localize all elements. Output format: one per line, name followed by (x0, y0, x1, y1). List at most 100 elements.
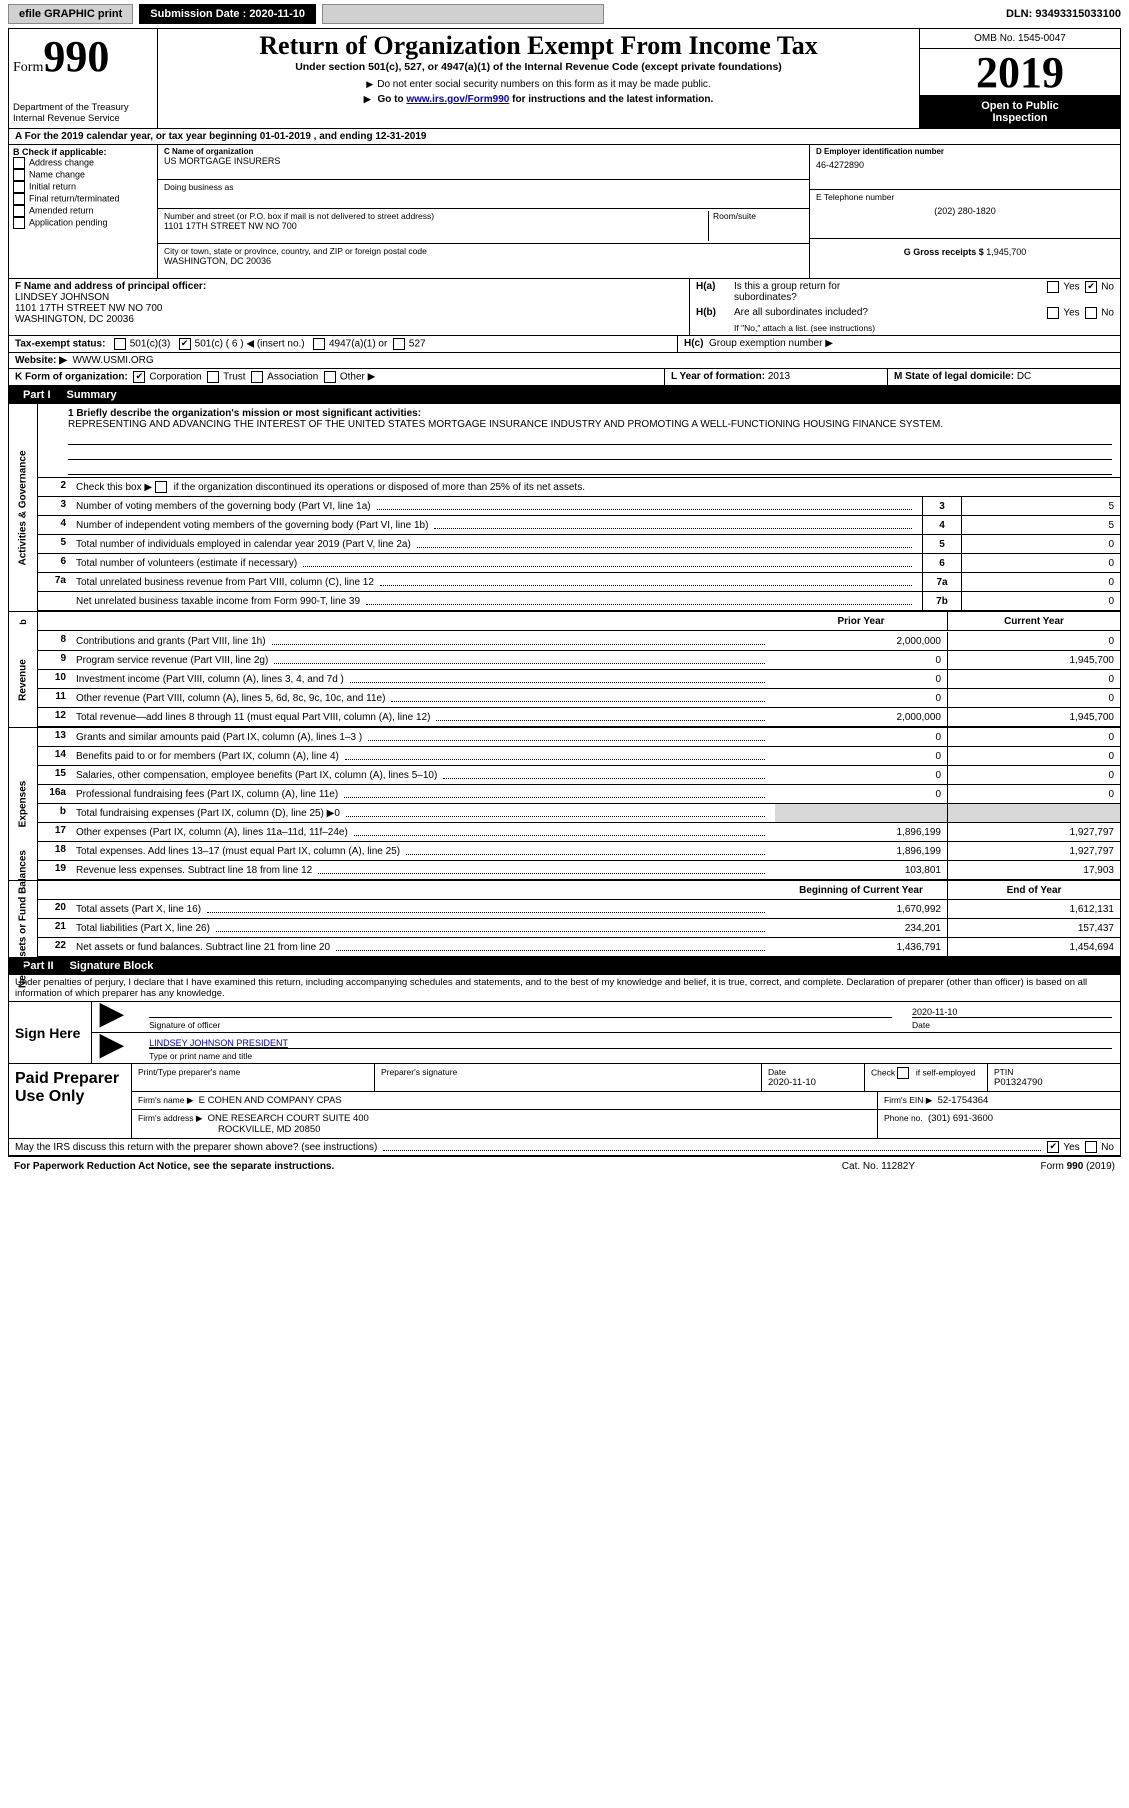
row-num: 6 (38, 554, 72, 572)
row-FH: F Name and address of principal officer:… (9, 279, 1120, 336)
preparer-heading: Paid Preparer Use Only (9, 1064, 132, 1138)
submission-date-label: Submission Date : 2020-11-10 (139, 4, 316, 24)
efile-graphic-label: efile GRAPHIC print (8, 4, 133, 24)
chk-Ha-yes[interactable] (1047, 281, 1059, 293)
summary-row: 22Net assets or fund balances. Subtract … (38, 938, 1120, 957)
form-number-cell: Form990 Department of the Treasury Inter… (9, 29, 158, 128)
row-value: 5 (962, 497, 1120, 515)
Ha-yes: Yes (1063, 282, 1079, 293)
chk-name-change[interactable] (13, 169, 25, 181)
row-num: 9 (38, 651, 72, 669)
summary-row: 10Investment income (Part VIII, column (… (38, 670, 1120, 689)
opt-address-change: Address change (29, 157, 94, 167)
current-year-value: 0 (947, 670, 1120, 688)
sign-here-block: Sign Here ▶ Signature of officer 2020-11… (9, 1002, 1120, 1064)
chk-Hb-no[interactable] (1085, 307, 1097, 319)
Hb-text: Are all subordinates included? (734, 307, 1047, 319)
form-subtitle: Under section 501(c), 527, or 4947(a)(1)… (164, 61, 913, 73)
row-value: 0 (962, 535, 1120, 553)
end-year-head: End of Year (947, 881, 1120, 899)
row-num (38, 592, 72, 610)
row-text: Total unrelated business revenue from Pa… (72, 573, 922, 591)
chk-Ha-no[interactable] (1085, 281, 1097, 293)
chk-self-employed[interactable] (897, 1067, 909, 1079)
prior-year-value: 1,670,992 (775, 900, 947, 918)
L-label: L Year of formation: (671, 371, 765, 382)
chk-discontinued[interactable] (155, 481, 167, 493)
opt-other: Other ▶ (340, 372, 375, 383)
current-year-value: 0 (947, 632, 1120, 650)
activities-block: Activities & Governance 1 Briefly descri… (9, 404, 1120, 611)
mission-block: 1 Briefly describe the organization's mi… (38, 404, 1120, 477)
chk-initial-return[interactable] (13, 181, 25, 193)
chk-address-change[interactable] (13, 157, 25, 169)
current-year-head: Current Year (947, 612, 1120, 630)
right-header-cell: OMB No. 1545-0047 2019 Open to Public In… (920, 29, 1120, 128)
row-value: 0 (962, 554, 1120, 572)
summary-row: 14Benefits paid to or for members (Part … (38, 747, 1120, 766)
firm-addr1: ONE RESEARCH COURT SUITE 400 (208, 1113, 369, 1124)
opt-4947: 4947(a)(1) or (329, 339, 387, 350)
dln-label: DLN: 93493315033100 (1006, 8, 1121, 20)
spacer-btn (322, 4, 604, 24)
revenue-block: Revenue 8Contributions and grants (Part … (9, 632, 1120, 727)
officer-name-link[interactable]: LINDSEY JOHNSON PRESIDENT (149, 1038, 288, 1048)
line2-text: if the organization discontinued its ope… (174, 482, 585, 493)
row-value: 5 (962, 516, 1120, 534)
summary-row: 18Total expenses. Add lines 13–17 (must … (38, 842, 1120, 861)
expenses-block: Expenses 13Grants and similar amounts pa… (9, 727, 1120, 880)
row-text: Total assets (Part X, line 16) (72, 900, 775, 918)
prior-year-head: Prior Year (775, 612, 947, 630)
summary-row: 20Total assets (Part X, line 16)1,670,99… (38, 900, 1120, 919)
chk-assoc[interactable] (251, 371, 263, 383)
form-footer: Form 990 (2019) (915, 1161, 1115, 1172)
form-prefix: Form (13, 60, 43, 75)
col-D: D Employer identification number 46-4272… (810, 145, 1120, 278)
prior-year-value: 0 (775, 785, 947, 803)
footer-row: For Paperwork Reduction Act Notice, see … (8, 1157, 1121, 1176)
pycy-header-wrap: b Prior Year Current Year (9, 611, 1120, 632)
chk-discuss-no[interactable] (1085, 1141, 1097, 1153)
opt-assoc: Association (267, 372, 318, 383)
row-num: 4 (38, 516, 72, 534)
L-value: 2013 (768, 371, 790, 382)
chk-corp[interactable] (133, 371, 145, 383)
Hb-label: H(b) (696, 307, 734, 319)
row-num: 11 (38, 689, 72, 707)
ein-value: 46-4272890 (816, 160, 1114, 170)
chk-4947[interactable] (313, 338, 325, 350)
row-num: 19 (38, 861, 72, 879)
partI-bar: Part I Summary (9, 386, 1120, 404)
chk-trust[interactable] (207, 371, 219, 383)
row-text: Total revenue—add lines 8 through 11 (mu… (72, 708, 775, 726)
summary-row: 3Number of voting members of the governi… (38, 497, 1120, 516)
current-year-value: 0 (947, 766, 1120, 784)
chk-discuss-yes[interactable] (1047, 1141, 1059, 1153)
chk-application-pending[interactable] (13, 217, 25, 229)
line2-num: 2 (38, 478, 72, 496)
chk-other[interactable] (324, 371, 336, 383)
chk-amended[interactable] (13, 205, 25, 217)
prior-year-value: 1,896,199 (775, 842, 947, 860)
website-value: WWW.USMI.ORG (73, 355, 154, 366)
chk-final-return[interactable] (13, 193, 25, 205)
chk-Hb-yes[interactable] (1047, 307, 1059, 319)
prep-sig-label: Preparer's signature (381, 1067, 755, 1077)
officer-name: LINDSEY JOHNSON (15, 292, 683, 303)
chk-501c3[interactable] (114, 338, 126, 350)
chk-501c[interactable] (179, 338, 191, 350)
preparer-block: Paid Preparer Use Only Print/Type prepar… (9, 1064, 1120, 1139)
omb-label: OMB No. 1545-0047 (920, 29, 1120, 49)
partII-title: Signature Block (70, 960, 154, 972)
row-text: Investment income (Part VIII, column (A)… (72, 670, 775, 688)
form-990-page: efile GRAPHIC print Submission Date : 20… (0, 0, 1129, 1184)
opt-501c: 501(c) ( 6 ) ◀ (insert no.) (195, 339, 305, 350)
current-year-value: 17,903 (947, 861, 1120, 879)
irs-link[interactable]: www.irs.gov/Form990 (406, 94, 509, 105)
chk-527[interactable] (393, 338, 405, 350)
row-text: Total expenses. Add lines 13–17 (must eq… (72, 842, 775, 860)
row-box: 7a (922, 573, 962, 591)
current-year-value: 1,927,797 (947, 823, 1120, 841)
row-value: 0 (962, 573, 1120, 591)
current-year-value: 0 (947, 728, 1120, 746)
